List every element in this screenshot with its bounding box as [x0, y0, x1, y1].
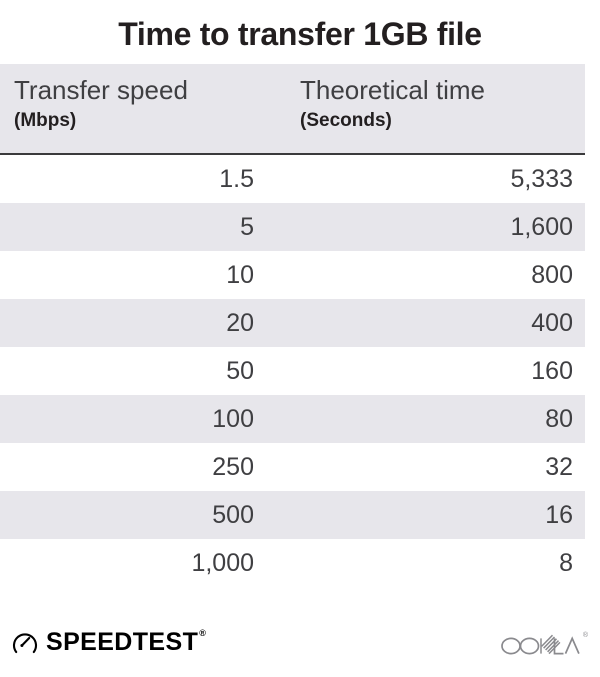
speedometer-icon: [12, 633, 38, 654]
column-header-theoretical-time-name: Theoretical time: [300, 75, 485, 105]
table-row: 1.5 5,333: [0, 155, 585, 203]
table-row: 5 1,600: [0, 203, 585, 251]
cell-theoretical-time: 400: [531, 309, 573, 337]
footer: SPEEDTEST ®: [0, 620, 600, 677]
speedtest-registered-mark: ®: [199, 628, 206, 638]
cell-transfer-speed: 500: [212, 501, 254, 529]
speedtest-logo: SPEEDTEST ®: [12, 626, 206, 658]
column-header-theoretical-time: Theoretical time (Seconds): [300, 74, 485, 135]
table-row: 10 800: [0, 251, 585, 299]
cell-transfer-speed: 50: [226, 357, 254, 385]
column-header-transfer-speed-name: Transfer speed: [14, 75, 188, 105]
cell-transfer-speed: 5: [240, 213, 254, 241]
table-row: 1,000 8: [0, 539, 585, 587]
page-title: Time to transfer 1GB file: [118, 16, 482, 52]
cell-transfer-speed: 10: [226, 261, 254, 289]
table-header-row: Transfer speed (Mbps) Theoretical time (…: [0, 64, 585, 155]
column-header-transfer-speed-unit: (Mbps): [14, 110, 77, 131]
table-row: 250 32: [0, 443, 585, 491]
table-row: 100 80: [0, 395, 585, 443]
cell-theoretical-time: 32: [545, 453, 573, 481]
ookla-logo: ®: [500, 630, 588, 660]
table-row: 500 16: [0, 491, 585, 539]
speedtest-wordmark: SPEEDTEST: [46, 628, 199, 656]
cell-transfer-speed: 100: [212, 405, 254, 433]
cell-theoretical-time: 80: [545, 405, 573, 433]
column-header-transfer-speed: Transfer speed (Mbps): [14, 74, 188, 135]
table-row: 50 160: [0, 347, 585, 395]
cell-theoretical-time: 160: [531, 357, 573, 385]
column-header-theoretical-time-unit: (Seconds): [300, 110, 392, 131]
ookla-wordmark-icon: [500, 634, 580, 655]
cell-theoretical-time: 1,600: [510, 213, 573, 241]
cell-theoretical-time: 8: [559, 549, 573, 577]
table-row: 20 400: [0, 299, 585, 347]
cell-theoretical-time: 800: [531, 261, 573, 289]
table-body: 1.5 5,333 5 1,600 10 800 20 400 50 160 1…: [0, 155, 585, 587]
transfer-time-table: Transfer speed (Mbps) Theoretical time (…: [0, 64, 600, 587]
cell-transfer-speed: 20: [226, 309, 254, 337]
cell-theoretical-time: 5,333: [510, 165, 573, 193]
cell-transfer-speed: 250: [212, 453, 254, 481]
ookla-registered-mark: ®: [582, 632, 588, 639]
cell-transfer-speed: 1,000: [191, 549, 254, 577]
cell-theoretical-time: 16: [545, 501, 573, 529]
cell-transfer-speed: 1.5: [219, 165, 254, 193]
